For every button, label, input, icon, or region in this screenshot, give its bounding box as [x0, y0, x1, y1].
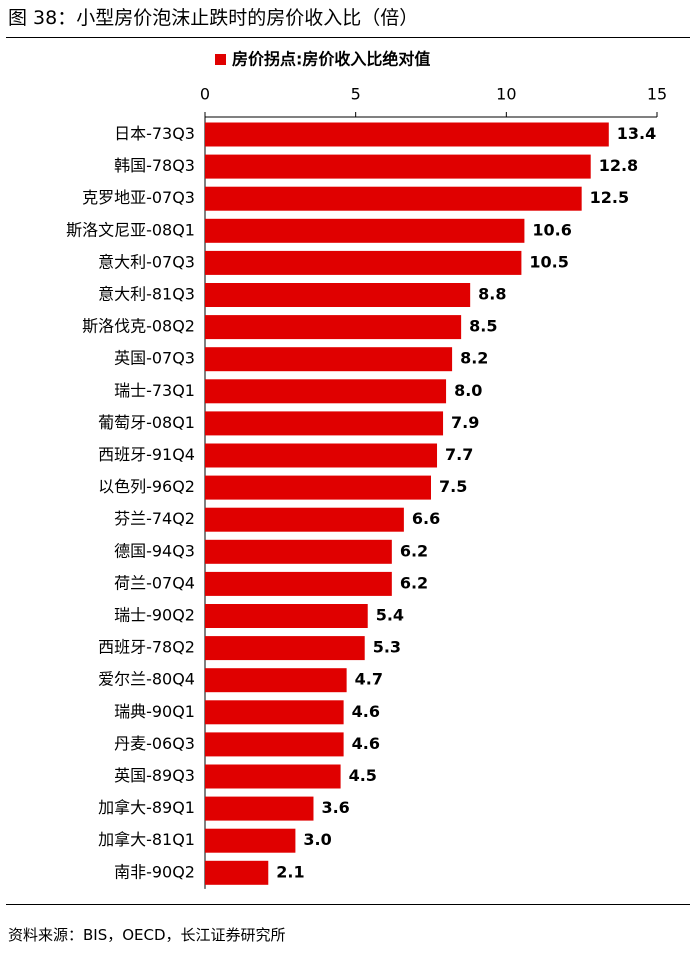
- category-label: 韩国-78Q3: [114, 156, 195, 175]
- value-label: 13.4: [617, 124, 656, 143]
- x-tick-label: 10: [496, 85, 516, 104]
- category-label: 克罗地亚-07Q3: [82, 188, 195, 207]
- bar: [205, 379, 447, 404]
- figure-title: 图 38：小型房价泡沫止跌时的房价收入比（倍）: [8, 7, 419, 29]
- category-label: 英国-07Q3: [114, 349, 195, 368]
- legend-swatch: [215, 54, 226, 65]
- value-label: 2.1: [276, 862, 304, 881]
- value-label: 12.8: [599, 156, 638, 175]
- value-label: 3.6: [321, 798, 349, 817]
- source-note: 资料来源：BIS，OECD，长江证券研究所: [8, 926, 286, 944]
- x-tick-label: 5: [351, 85, 361, 104]
- bar: [205, 218, 525, 243]
- bar: [205, 732, 344, 757]
- bar: [205, 154, 591, 179]
- category-label: 瑞士-73Q1: [114, 381, 195, 400]
- value-label: 3.0: [303, 830, 331, 849]
- bar: [205, 186, 582, 211]
- category-label: 意大利-81Q3: [98, 285, 195, 304]
- category-label: 加拿大-89Q1: [98, 798, 195, 817]
- category-label: 西班牙-78Q2: [98, 638, 195, 657]
- category-label: 加拿大-81Q1: [98, 830, 195, 849]
- value-label: 4.6: [352, 734, 380, 753]
- category-label: 芬兰-74Q2: [114, 509, 195, 528]
- bar: [205, 828, 296, 853]
- source-divider: [6, 904, 690, 905]
- value-label: 6.2: [400, 541, 428, 560]
- category-label: 南非-90Q2: [114, 862, 195, 881]
- value-label: 7.9: [451, 413, 479, 432]
- value-label: 8.0: [454, 381, 482, 400]
- category-label: 瑞典-90Q1: [114, 702, 195, 721]
- value-label: 5.4: [376, 606, 404, 625]
- x-tick-label: 15: [647, 85, 667, 104]
- bar: [205, 860, 269, 885]
- bar: [205, 636, 365, 661]
- legend-label: 房价拐点:房价收入比绝对值: [232, 50, 430, 69]
- value-label: 6.2: [400, 573, 428, 592]
- bar: [205, 764, 341, 789]
- bar: [205, 604, 368, 628]
- bar: [205, 475, 431, 500]
- value-label: 6.6: [412, 509, 440, 528]
- x-tick-label: 0: [200, 85, 210, 104]
- bar: [205, 411, 444, 436]
- bar: [205, 539, 392, 564]
- value-label: 7.5: [439, 477, 467, 496]
- bar: [205, 347, 453, 372]
- value-label: 8.5: [469, 317, 497, 336]
- value-label: 8.8: [478, 285, 506, 304]
- category-label: 斯洛伐克-08Q2: [82, 317, 195, 336]
- category-label: 德国-94Q3: [114, 541, 195, 560]
- category-label: 日本-73Q3: [114, 124, 195, 143]
- value-label: 7.7: [445, 445, 473, 464]
- value-label: 8.2: [460, 349, 488, 368]
- category-label: 荷兰-07Q4: [114, 573, 195, 592]
- category-label: 意大利-07Q3: [98, 252, 195, 271]
- category-label: 英国-89Q3: [114, 766, 195, 785]
- value-label: 4.6: [352, 702, 380, 721]
- bar: [205, 700, 344, 725]
- category-label: 瑞士-90Q2: [114, 606, 195, 625]
- category-label: 以色列-96Q2: [98, 477, 195, 496]
- bar: [205, 283, 471, 307]
- value-label: 12.5: [590, 188, 629, 207]
- bar: [205, 315, 462, 340]
- value-label: 5.3: [373, 638, 401, 657]
- bar: [205, 796, 314, 821]
- category-label: 西班牙-91Q4: [98, 445, 195, 464]
- bar: [205, 571, 392, 596]
- value-label: 4.5: [349, 766, 377, 785]
- title-divider: [6, 37, 690, 38]
- bar: [205, 507, 404, 532]
- bar: [205, 250, 522, 275]
- category-label: 葡萄牙-08Q1: [98, 413, 195, 432]
- category-label: 爱尔兰-80Q4: [98, 670, 195, 689]
- value-label: 10.6: [532, 220, 571, 239]
- bar: [205, 668, 347, 693]
- value-label: 4.7: [355, 670, 383, 689]
- bar: [205, 122, 609, 147]
- category-label: 斯洛文尼亚-08Q1: [66, 220, 195, 239]
- value-label: 10.5: [529, 252, 568, 271]
- bar: [205, 443, 438, 468]
- category-label: 丹麦-06Q3: [114, 734, 195, 753]
